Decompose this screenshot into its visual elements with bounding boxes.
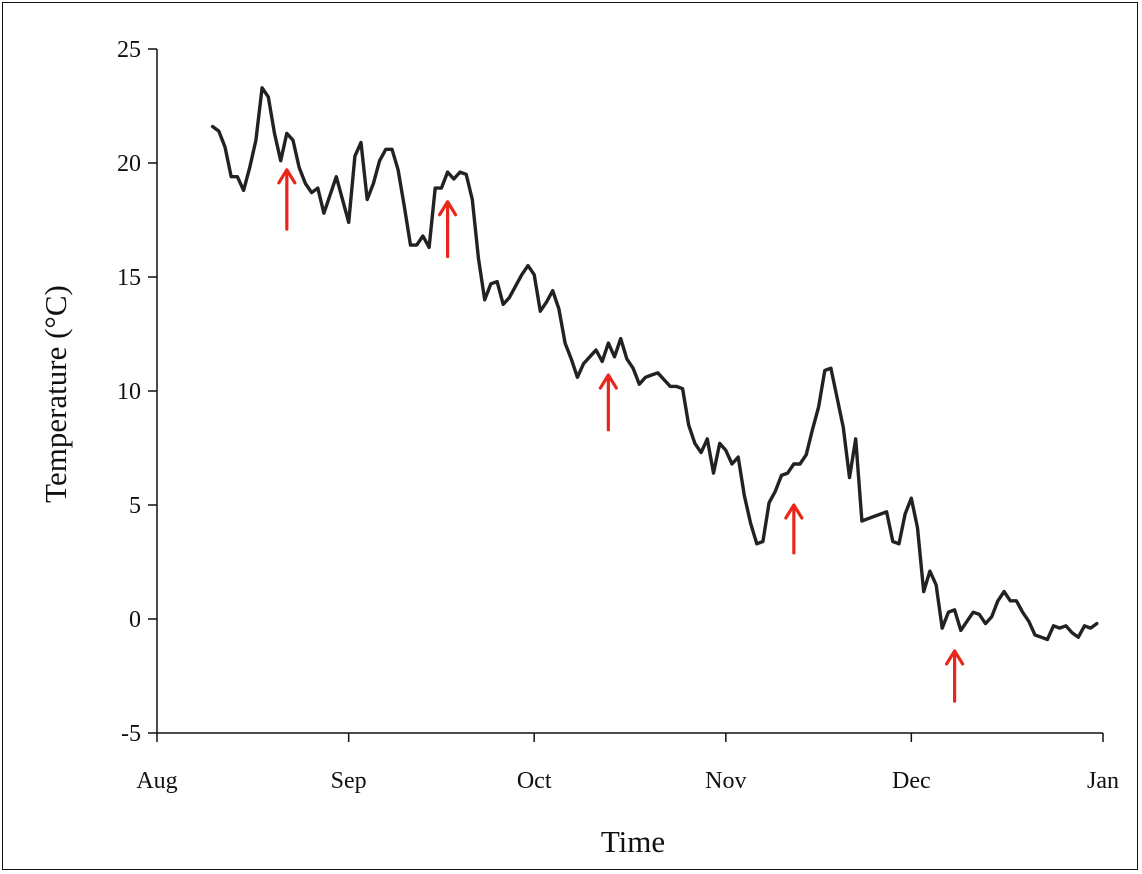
- x-tick-label: Oct: [517, 768, 552, 794]
- temperature-series-line: [210, 86, 1099, 642]
- red-up-arrow-icon: [598, 373, 618, 432]
- y-ticks: -5 0 5 10 15 20 25: [117, 37, 157, 747]
- red-up-arrow-icon: [945, 649, 965, 703]
- x-tick-label: Dec: [892, 768, 931, 794]
- x-ticks: Aug Sep Oct Nov Dec Jan: [136, 733, 1119, 794]
- red-up-arrow-icon: [277, 168, 297, 231]
- x-tick-label: Aug: [136, 768, 177, 794]
- y-tick-label: 15: [117, 265, 141, 291]
- y-tick-label: -5: [121, 721, 141, 747]
- y-tick-label: 0: [129, 607, 141, 633]
- y-tick-label: 10: [117, 379, 141, 405]
- y-tick-label: 25: [117, 37, 141, 63]
- x-tick-label: Nov: [705, 768, 746, 794]
- red-up-arrow-icon: [784, 503, 804, 555]
- red-up-arrow-icon: [438, 200, 458, 259]
- x-tick-label: Jan: [1087, 768, 1119, 794]
- y-tick-label: 20: [117, 151, 141, 177]
- annotation-arrows: [277, 168, 965, 703]
- x-tick-label: Sep: [331, 768, 367, 794]
- y-axis-title: Temperature (°C): [38, 285, 73, 503]
- y-tick-label: 5: [129, 493, 141, 519]
- x-axis-title: Time: [601, 824, 665, 859]
